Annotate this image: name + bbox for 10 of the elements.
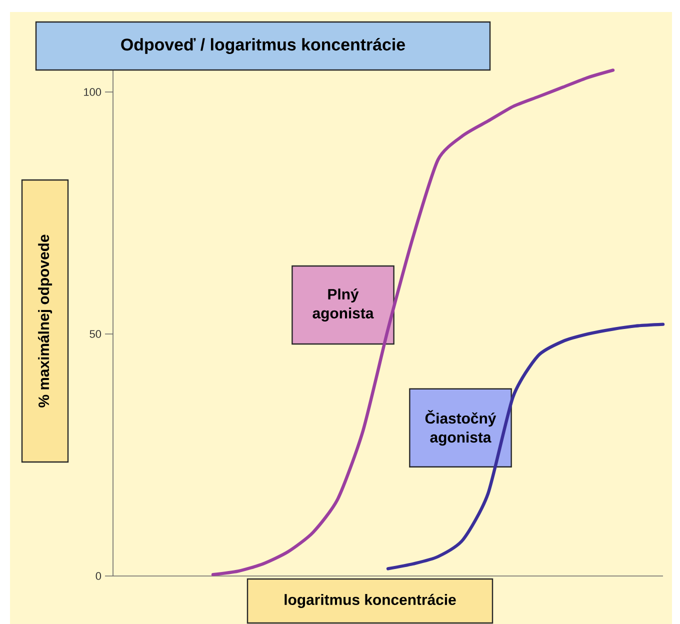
x-axis-title: logaritmus koncentrácie (284, 594, 456, 608)
chart-title: Odpoveď / logaritmus koncentrácie (121, 38, 405, 54)
line-series (386, 322, 665, 570)
series-label: Plný agonista (312, 288, 374, 322)
series-label: Čiastočný agonista (425, 410, 496, 446)
y-tick-label: 0 (96, 572, 102, 580)
y-tick-label: 50 (90, 330, 102, 338)
y-tick-label: 100 (84, 88, 102, 96)
y-axis-title: % maximálnej odpovede (38, 234, 52, 408)
line-series (211, 68, 615, 576)
